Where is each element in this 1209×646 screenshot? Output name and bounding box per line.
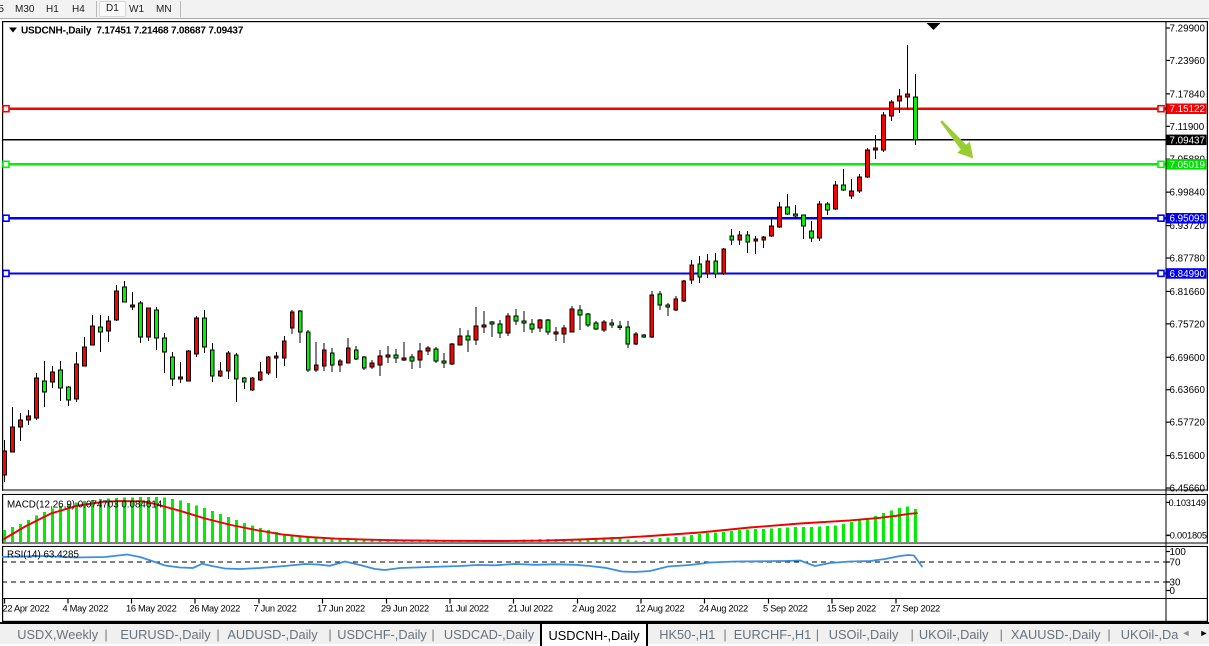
svg-text:29 Jun 2022: 29 Jun 2022 (381, 604, 429, 614)
svg-text:6.81660: 6.81660 (1170, 287, 1206, 298)
svg-text:RSI(14) 63.4285: RSI(14) 63.4285 (7, 550, 79, 561)
svg-text:7.29900: 7.29900 (1170, 24, 1206, 35)
svg-text:USDCNH-,Daily 7.17451 7.21468: USDCNH-,Daily 7.17451 7.21468 7.08687 7.… (21, 26, 244, 37)
svg-text:7.17840: 7.17840 (1170, 89, 1206, 100)
svg-text:5 Sep 2022: 5 Sep 2022 (763, 604, 808, 614)
svg-text:30: 30 (1170, 578, 1181, 589)
svg-text:6.63660: 6.63660 (1170, 385, 1206, 396)
svg-text:7.23960: 7.23960 (1170, 56, 1206, 67)
svg-text:MACD(12,26,9) 0.074703 0.08461: MACD(12,26,9) 0.074703 0.084614 (7, 500, 163, 511)
svg-text:6.69600: 6.69600 (1170, 353, 1206, 364)
svg-text:26 May 2022: 26 May 2022 (190, 604, 241, 614)
svg-text:6.45660: 6.45660 (1170, 484, 1206, 495)
svg-text:7.09437: 7.09437 (1170, 135, 1205, 146)
svg-text:6.87780: 6.87780 (1170, 254, 1206, 265)
svg-text:7.15122: 7.15122 (1170, 104, 1205, 115)
svg-text:6.84990: 6.84990 (1170, 269, 1206, 280)
svg-text:27 Sep 2022: 27 Sep 2022 (891, 604, 941, 614)
svg-text:24 Aug 2022: 24 Aug 2022 (699, 604, 748, 614)
svg-text:6.99840: 6.99840 (1170, 188, 1206, 199)
svg-text:6.95093: 6.95093 (1170, 214, 1206, 225)
svg-text:22 Apr 2022: 22 Apr 2022 (3, 604, 50, 614)
svg-text:12 Aug 2022: 12 Aug 2022 (636, 604, 685, 614)
svg-text:7.11900: 7.11900 (1170, 122, 1205, 133)
svg-text:6.57720: 6.57720 (1170, 418, 1206, 429)
svg-text:7.05019: 7.05019 (1170, 160, 1205, 171)
svg-text:17 Jun 2022: 17 Jun 2022 (317, 604, 365, 614)
svg-text:6.51600: 6.51600 (1170, 451, 1206, 462)
svg-text:7 Jun 2022: 7 Jun 2022 (254, 604, 297, 614)
svg-text:70: 70 (1170, 558, 1181, 569)
svg-text:0: 0 (1170, 586, 1176, 597)
svg-text:6.93720: 6.93720 (1170, 221, 1206, 232)
svg-text:11 Jul 2022: 11 Jul 2022 (445, 604, 489, 614)
svg-text:15 Sep 2022: 15 Sep 2022 (827, 604, 877, 614)
svg-text:16 May 2022: 16 May 2022 (126, 604, 177, 614)
svg-text:21 Jul 2022: 21 Jul 2022 (508, 604, 553, 614)
svg-text:4 May 2022: 4 May 2022 (63, 604, 109, 614)
svg-text:100: 100 (1170, 547, 1187, 558)
svg-text:0.103149: 0.103149 (1169, 498, 1206, 508)
svg-text:2 Aug 2022: 2 Aug 2022 (572, 604, 616, 614)
svg-text:-0.001805: -0.001805 (1167, 531, 1207, 541)
svg-text:6.75720: 6.75720 (1170, 319, 1206, 330)
